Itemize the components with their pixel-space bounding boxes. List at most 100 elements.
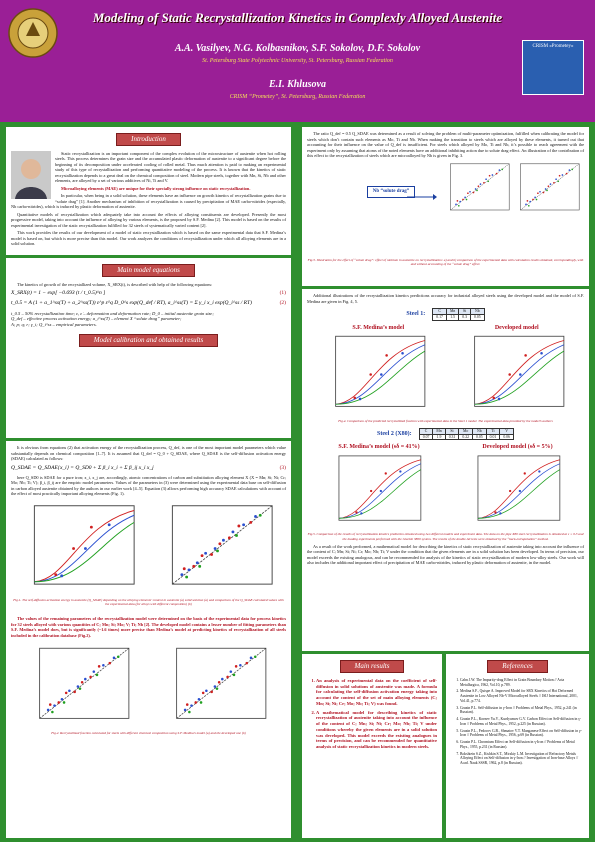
table-value: 0.05 (472, 433, 487, 441)
authors: A.A. Vasilyev, N.G. Kolbasnikov, S.F. So… (174, 43, 421, 54)
table-value: 0.3 (458, 313, 471, 321)
equation-text: t_0.5 = A (1 + a_1^ss(T) + a_2^ss(T)) ε^… (11, 300, 252, 307)
paragraph: It is obvious from equations (2) that ac… (11, 445, 286, 461)
equations-panel: Main model equations The kinetics of gro… (6, 258, 291, 438)
paragraph: As a result of the work performed, a mat… (307, 543, 584, 566)
equation-number: (1) (279, 290, 286, 297)
plot (455, 452, 575, 530)
paragraph: Microalloying elements (MAE) are unique … (61, 185, 251, 191)
logo-text: CRISM «Prometey» (532, 44, 574, 49)
parameter-list: t_0.5 – 50% recrystallization time; ε, ε… (11, 311, 286, 329)
figure-4 (307, 452, 584, 530)
paragraph: The ratio Q_def = 0.5 Q_SDAE was determi… (307, 131, 584, 158)
list-item: An analysis of experimental data on the … (316, 678, 437, 707)
list-item: Gruzin P.L., Fedorov G.B., Shmatov V.T. … (460, 729, 584, 738)
section-heading: Main results (339, 660, 405, 673)
equation-number: (3) (279, 464, 286, 471)
university-logo (8, 8, 58, 58)
table-value: 0.05 (469, 313, 485, 321)
paragraph: Additional illustrations of the recrysta… (307, 293, 584, 304)
parameter-line: t_0.5 – 50% recrystallization time; ε, ε… (11, 310, 214, 316)
list-item: Gruzin P.L. Self-diffusion in γ-Iron // … (460, 706, 584, 715)
plot-title: Developed model (494, 324, 539, 331)
equation: Q_SDAE = Q_SDAE{x_i} = Q_SD0 + Σ β_i x_i… (11, 465, 286, 472)
section-heading: Main model equations (102, 264, 195, 277)
equation-text: Q_SDAE = Q_SDAE{x_i} = Q_SD0 + Σ β_i x_i… (11, 464, 154, 471)
plot (512, 161, 582, 217)
table-value: 0.17 (432, 313, 447, 321)
section-heading: Model calibration and obtained results (78, 334, 219, 348)
equation: X_SRX(t) = 1 − exp[ −0.693 (t / t_0.5)^n… (11, 290, 286, 297)
author: E.I. Khlusova (269, 79, 326, 90)
paragraph: Static recrystallization is an important… (55, 150, 286, 184)
references-panel: References Cahn J.W. The Impurity-drag E… (446, 654, 589, 838)
figure-caption: Fig.5. Comparison of the results of recr… (307, 532, 584, 541)
equation: t_0.5 = A (1 + a_1^ss(T) + a_2^ss(T)) ε^… (11, 300, 286, 307)
list-item: Cahn J.W. The Impurity-drag Effect in Gr… (460, 678, 584, 687)
table-value: 1.5 (445, 313, 460, 321)
equation-number: (2) (279, 300, 286, 307)
steel-2: Steel 2 (X80): C Mn Si Mo Nb Ti V 0.07 1.9 0.31 0.… (307, 427, 584, 441)
figure-1 (11, 501, 286, 596)
poster-title: Modeling of Static Recrystallization Kin… (92, 10, 503, 25)
figure-3 (307, 332, 584, 417)
list-item: Gruzin P.L., Kornev Yu.V., Kurdyumov G.V… (460, 717, 584, 726)
calibration-panel: It is obvious from equations (2) that ac… (6, 441, 291, 838)
plot-titles: S.F. Medina’s model (sδ = 41%) Developed… (307, 444, 584, 452)
institute-logo: CRISM «Prometey» (522, 40, 584, 95)
figure-caption: Fig.4. Comparison of the predicted recry… (338, 419, 553, 424)
composition-table: C Mn Si Nb 0.17 1.5 0.3 0.05 (432, 308, 485, 321)
plot-title: S.F. Medina’s model (352, 324, 405, 331)
plot (25, 644, 135, 729)
introduction-panel: Introduction Static recrystallization is… (6, 127, 291, 255)
steel-label: Steel 1: (406, 311, 426, 318)
section-heading: Introduction (116, 133, 181, 146)
plot (162, 644, 272, 729)
parameter-line: Q_def – effective process activation ene… (11, 316, 182, 322)
affiliation: St. Petersburg State Polytechnic Univers… (202, 58, 393, 64)
results-list: An analysis of experimental data on the … (307, 678, 437, 750)
paragraph: Quantitative models of recrystallization… (11, 211, 286, 228)
arrow (407, 193, 437, 200)
plot (442, 161, 512, 217)
list-item: A mathematical model for describing kine… (316, 710, 437, 750)
affiliation: CRISM “Prometey”, St. Petersburg, Russia… (229, 94, 366, 100)
list-item: Medina S.F., Quispe A. Improved Model fo… (460, 689, 584, 703)
results-panel: Main results An analysis of experimental… (302, 654, 442, 838)
plot-titles: S.F. Medina’s model Developed model (307, 325, 584, 333)
table-value: 0.01 (485, 433, 501, 441)
parameter-line: A; p; q; r; γ_i; Q_i^ss – empirical para… (11, 322, 97, 328)
table-row: 0.17 1.5 0.3 0.05 (432, 313, 485, 321)
paragraph: here Q_SD0 is SDAE for a pure iron; x_i,… (11, 474, 286, 497)
table-value: 0.07 (418, 433, 434, 441)
paragraph: The values of the remaining parameters o… (11, 616, 286, 638)
steel-1: Steel 1: C Mn Si Nb 0.17 1.5 0.3 0.05 (307, 308, 584, 321)
figure-2 (11, 644, 286, 729)
paragraph: This work provides the results of our de… (11, 230, 286, 247)
plot-title: Developed model (sδ = 5%) (482, 444, 553, 451)
plot (455, 332, 575, 417)
table-value: 0.31 (444, 433, 460, 441)
author-photo (11, 150, 51, 199)
plot (316, 332, 436, 417)
equation-text: X_SRX(t) = 1 − exp[ −0.693 (t / t_0.5)^n… (11, 290, 106, 297)
plot (17, 501, 142, 596)
figure-caption: Fig.2. Recrystallized fraction calculate… (51, 731, 246, 736)
figure-caption: Fig.3. Illustration for the effect of “s… (307, 257, 584, 266)
table-value: 0.06 (499, 433, 514, 441)
plot (155, 501, 280, 596)
table-value: 1.9 (432, 433, 446, 441)
paragraph: In particular, when being in a solid sol… (11, 193, 286, 210)
references-list: Cahn J.W. The Impurity-drag Effect in Gr… (451, 678, 584, 766)
plot-title: S.F. Medina’s model (sδ = 41%) (338, 444, 420, 451)
additional-panel: Additional illustrations of the recrysta… (302, 289, 589, 651)
section-heading: References (487, 660, 548, 673)
figure: Nb “solute drag” (307, 161, 584, 256)
annotation: Nb “solute drag” (367, 185, 415, 198)
paragraph: The kinetics of growth of the recrystall… (17, 281, 213, 287)
list-item: Bokshtein S.Z., Kishkin S.T., Mirskiy L.… (460, 752, 584, 766)
list-item: Gruzin P.L. Chromium Effect on Self-diff… (460, 740, 584, 749)
plot (316, 452, 436, 530)
table-value: 0.22 (458, 433, 473, 441)
